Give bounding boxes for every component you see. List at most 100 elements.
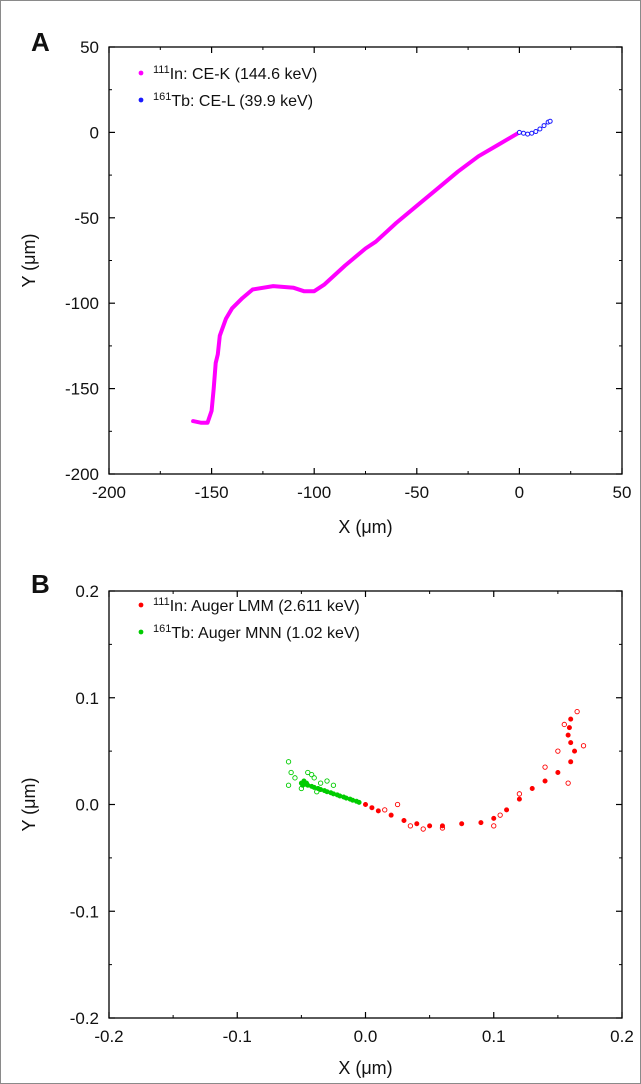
data-point-open	[293, 776, 297, 780]
data-point	[566, 733, 570, 737]
y-tick-label: -200	[65, 465, 99, 484]
data-point-open	[408, 824, 412, 828]
data-point-open	[325, 779, 329, 783]
legend-isotope-mass: 111	[153, 64, 170, 76]
data-point	[415, 822, 419, 826]
x-tick-label: 0.0	[354, 1027, 378, 1046]
data-point	[440, 824, 444, 828]
data-point-open	[309, 772, 313, 776]
data-point-open	[383, 808, 387, 812]
y-tick-label: 0.2	[75, 582, 99, 601]
data-point	[548, 119, 552, 123]
legend-marker	[139, 71, 144, 76]
x-tick-label: -0.1	[223, 1027, 252, 1046]
data-point-open	[581, 744, 585, 748]
y-tick-label: 0.1	[75, 689, 99, 708]
legend-label: In: CE-K (144.6 keV)	[170, 66, 318, 83]
data-point	[530, 131, 534, 135]
series-line	[193, 132, 519, 422]
y-axis-title: Y (μm)	[19, 777, 39, 831]
data-point-open	[498, 813, 502, 817]
y-tick-label: -150	[65, 380, 99, 399]
y-axis-title: Y (μm)	[19, 233, 39, 287]
data-point-open	[556, 749, 560, 753]
data-point-open	[543, 765, 547, 769]
data-point	[567, 725, 571, 729]
data-point	[556, 770, 560, 774]
y-tick-label: -0.2	[70, 1009, 99, 1028]
data-point-open	[517, 792, 521, 796]
data-point-open	[289, 770, 293, 774]
x-tick-label: 0	[515, 483, 524, 502]
x-tick-label: 0.2	[610, 1027, 634, 1046]
legend-isotope-mass: 161	[153, 91, 171, 103]
panel-b: B -0.2 -0.1 0.0 0.1 0.2 -0.2 -0.1 0.0 0.1 0.2 X (μm…	[19, 569, 634, 1078]
data-point-open	[575, 709, 579, 713]
x-tick-label: 50	[613, 483, 632, 502]
x-axis-title: X (μm)	[338, 1058, 392, 1078]
data-point	[543, 779, 547, 783]
legend-entry: 111In: CE-K (144.6 keV)	[153, 64, 317, 83]
legend-label: In: Auger LMM (2.611 keV)	[170, 598, 360, 615]
y-tick-label: 0	[90, 123, 99, 142]
x-tick-label: 0.1	[482, 1027, 506, 1046]
data-point	[522, 131, 526, 135]
legend-entry: 161Tb: Auger MNN (1.02 keV)	[153, 623, 360, 642]
data-point	[304, 781, 308, 785]
data-point	[389, 813, 393, 817]
data-point-open	[331, 783, 335, 787]
data-point	[427, 824, 431, 828]
legend-isotope-mass: 161	[153, 623, 171, 635]
series-0	[193, 132, 519, 422]
panel-letter: B	[31, 569, 50, 599]
y-tick-label: -0.1	[70, 902, 99, 921]
data-point	[492, 816, 496, 820]
y-tick-label: 50	[80, 38, 99, 57]
series-1	[517, 119, 552, 136]
legend-entry: 111In: Auger LMM (2.611 keV)	[153, 596, 360, 615]
data-point	[504, 808, 508, 812]
data-point-open	[395, 802, 399, 806]
series-0	[363, 709, 585, 831]
data-point-open	[566, 781, 570, 785]
data-point	[363, 802, 367, 806]
data-point	[357, 800, 361, 804]
y-tick-label: -100	[65, 294, 99, 313]
data-point	[569, 760, 573, 764]
data-point	[459, 822, 463, 826]
data-point	[569, 717, 573, 721]
legend-label: Tb: Auger MNN (1.02 keV)	[171, 625, 360, 642]
series-1	[286, 760, 361, 805]
x-tick-label: -50	[405, 483, 430, 502]
legend-entry: 161Tb: CE-L (39.9 keV)	[153, 91, 313, 110]
data-point-open	[318, 781, 322, 785]
panel-letter: A	[31, 27, 50, 57]
panel-a: A -200 -150 -100 -50 0 50 -200 -150 -100 -50 0 50 X (…	[19, 27, 631, 537]
data-point	[517, 797, 521, 801]
data-point	[479, 820, 483, 824]
legend-isotope-mass: 111	[153, 596, 170, 608]
data-point-open	[286, 760, 290, 764]
data-point	[542, 124, 546, 128]
x-tick-label: -0.2	[94, 1027, 123, 1046]
y-tick-label: -50	[74, 209, 99, 228]
data-point	[572, 749, 576, 753]
data-point	[534, 130, 538, 134]
data-point-open	[492, 824, 496, 828]
legend-marker	[139, 630, 144, 635]
legend-label: Tb: CE-L (39.9 keV)	[171, 93, 313, 110]
data-point	[569, 740, 573, 744]
data-point	[538, 127, 542, 131]
x-axis-title: X (μm)	[338, 517, 392, 537]
data-point	[370, 806, 374, 810]
data-point	[376, 809, 380, 813]
legend-marker	[139, 603, 144, 608]
legend-marker	[139, 98, 144, 103]
data-point-open	[562, 722, 566, 726]
data-point	[530, 786, 534, 790]
data-point	[402, 818, 406, 822]
data-point	[526, 132, 530, 136]
x-tick-label: -100	[297, 483, 331, 502]
